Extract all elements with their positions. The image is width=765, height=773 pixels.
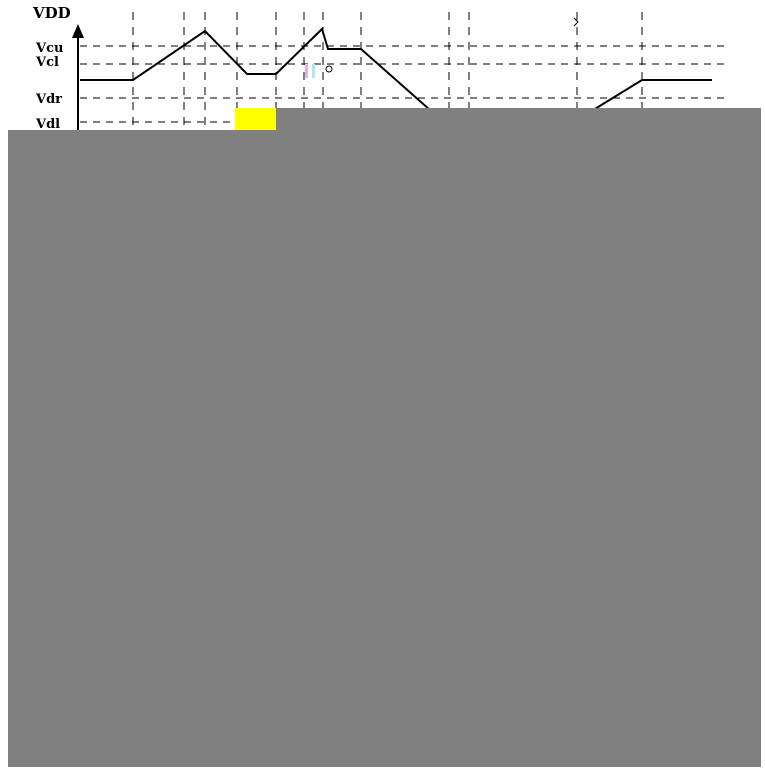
label-vcl: Vcl	[35, 55, 59, 70]
axis-arrowhead	[72, 24, 84, 38]
label-vdr: Vdr	[35, 92, 62, 107]
voltage-waveform-tail	[589, 79, 712, 113]
highlight-marker	[235, 108, 278, 130]
voltage-waveform	[80, 27, 431, 111]
small-artifact	[305, 17, 579, 78]
label-vdd: VDD	[32, 4, 71, 22]
label-vcu: Vcu	[35, 41, 63, 56]
gray-occluder	[8, 130, 761, 767]
label-vdl: Vdl	[35, 117, 60, 132]
gray-occluder-top	[276, 108, 761, 130]
